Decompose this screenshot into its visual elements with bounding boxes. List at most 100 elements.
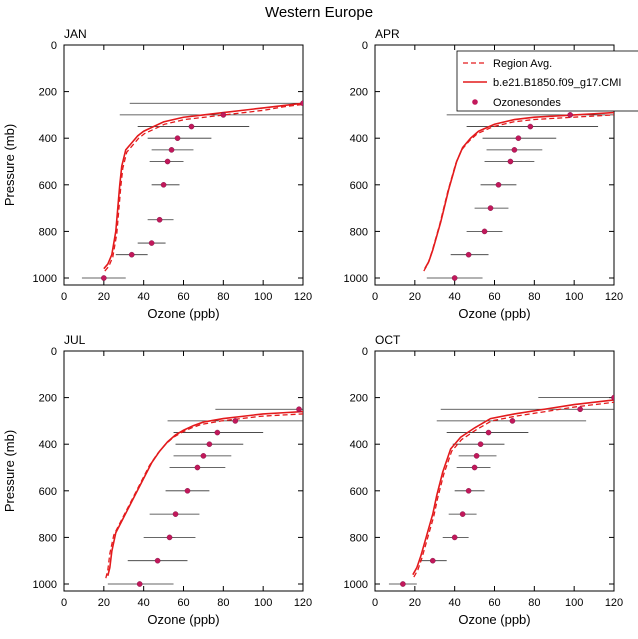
ozonesonde-point (188, 123, 195, 130)
ozonesonde-point (174, 135, 181, 142)
ozonesonde-point (160, 182, 167, 188)
x-tick-label: 0 (372, 597, 378, 609)
ozonesonde-point (184, 488, 191, 494)
legend-entry: Ozonesondes (493, 97, 561, 109)
y-tick-label: 600 (350, 180, 368, 192)
y-tick-label: 800 (39, 226, 57, 238)
ozonesonde-point (611, 394, 614, 401)
x-axis-label: Ozone (ppb) (147, 612, 219, 627)
x-axis-label: Ozone (ppb) (458, 612, 530, 627)
y-axis-label: Pressure (mb) (2, 124, 17, 206)
ozonesonde-point (148, 240, 155, 246)
y-tick-label: 200 (39, 87, 57, 99)
x-tick-label: 0 (61, 291, 67, 303)
x-tick-label: 60 (177, 291, 189, 303)
y-tick-label: 400 (39, 133, 57, 145)
region-avg-line (104, 103, 303, 272)
x-tick-label: 20 (409, 291, 421, 303)
x-tick-label: 120 (605, 597, 623, 609)
x-tick-label: 20 (98, 291, 110, 303)
panel-label: JUL (64, 333, 86, 347)
ozonesonde-point (200, 453, 207, 459)
x-tick-label: 40 (138, 291, 150, 303)
data-layer (423, 111, 614, 281)
x-tick-label: 0 (372, 291, 378, 303)
y-tick-label: 0 (362, 40, 368, 52)
ozonesonde-point (507, 158, 514, 165)
y-tick-label: 600 (39, 486, 57, 498)
figure-title: Western Europe (264, 4, 374, 21)
y-tick-label: 400 (350, 133, 368, 145)
ozonesonde-point (485, 429, 492, 436)
region-avg-line (413, 401, 614, 578)
y-tick-label: 800 (350, 532, 368, 544)
ozonesonde-point (473, 453, 480, 459)
ozonesonde-point (400, 581, 406, 587)
panel-label: JAN (64, 27, 87, 41)
panel-jul: JUL 0 20 40 60 80 100 120 0 200 400 600 800 1000 Ozone… (2, 333, 312, 627)
region-avg-line (423, 114, 614, 272)
data-layer (81, 100, 303, 281)
x-tick-label: 60 (488, 597, 500, 609)
data-layer (388, 394, 614, 587)
ozonesonde-point (527, 123, 534, 130)
ozonesonde-point (300, 100, 303, 107)
ozonesonde-point (232, 418, 239, 424)
model-line (424, 111, 614, 270)
ozonesonde-point (296, 406, 302, 413)
x-tick-label: 40 (138, 597, 150, 609)
ozonesonde-point (511, 147, 518, 153)
x-tick-label: 0 (61, 597, 67, 609)
x-tick-label: 20 (98, 597, 110, 609)
panel-apr: APR 0 20 40 60 80 100 120 0 200 400 600 800 1000 Ozone… (344, 27, 638, 321)
ozonesonde-point (477, 441, 484, 448)
x-axis-label: Ozone (ppb) (147, 306, 219, 321)
ozonesonde-point (214, 429, 221, 436)
ozonesonde-point (465, 488, 472, 494)
x-tick-label: 120 (294, 597, 312, 609)
legend-entry: b.e21.B1850.f09_g17.CMI (493, 77, 621, 89)
ozonesonde-point (164, 158, 171, 165)
panel-oct: OCT 0 20 40 60 80 100 120 0 200 400 600 800 1000 Ozone… (344, 333, 624, 627)
ozonesonde-point (451, 275, 458, 281)
region-avg-line (105, 413, 303, 579)
ozonesonde-point (459, 511, 466, 517)
y-tick-label: 600 (39, 180, 57, 192)
ozonesonde-point (471, 464, 478, 471)
panel-jan: JAN 0 20 40 60 80 100 120 0 200 400 600 800 1000 Ozone… (2, 27, 312, 321)
legend-entry: Region Avg. (493, 58, 552, 70)
x-tick-label: 60 (177, 597, 189, 609)
x-tick-label: 100 (254, 597, 272, 609)
ozonesonde-point (136, 581, 143, 587)
plot-frame (63, 350, 304, 592)
x-tick-label: 100 (565, 597, 583, 609)
y-tick-label: 1000 (33, 579, 57, 591)
model-line (107, 410, 303, 577)
ozonesonde-point (154, 557, 161, 564)
plot-frame (374, 350, 615, 592)
y-tick-label: 1000 (33, 273, 57, 285)
x-tick-label: 40 (449, 597, 461, 609)
y-tick-label: 600 (350, 486, 368, 498)
model-line (103, 102, 303, 270)
ozonesonde-point (128, 251, 135, 258)
ozonesonde-point (515, 135, 522, 142)
x-tick-label: 120 (294, 291, 312, 303)
x-tick-label: 80 (528, 597, 540, 609)
plot-frame (63, 44, 304, 286)
model-line (412, 399, 614, 576)
ozonesonde-point (577, 406, 583, 413)
x-tick-label: 120 (605, 291, 623, 303)
y-tick-label: 200 (350, 393, 368, 405)
y-tick-label: 400 (39, 439, 57, 451)
legend-box (456, 50, 638, 112)
panel-label: APR (375, 27, 400, 41)
x-tick-label: 80 (528, 291, 540, 303)
y-tick-label: 0 (362, 346, 368, 358)
ozonesonde-point (206, 441, 213, 448)
x-axis-label: Ozone (ppb) (458, 306, 530, 321)
ozonesonde-point (509, 418, 516, 424)
legend-ozonesonde-swatch (472, 99, 478, 105)
y-tick-label: 800 (350, 226, 368, 238)
